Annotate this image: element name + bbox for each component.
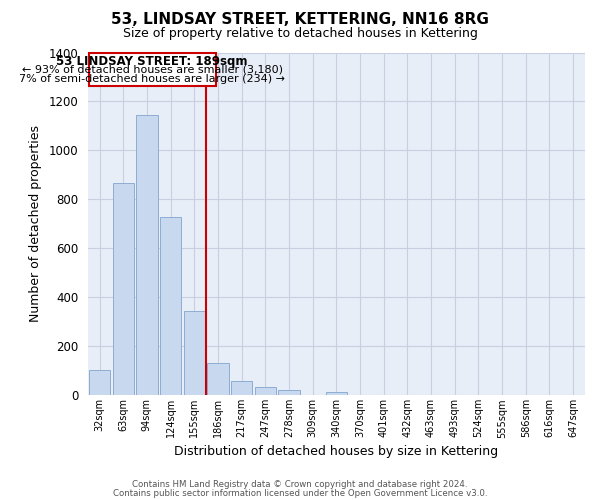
Text: ← 93% of detached houses are smaller (3,180): ← 93% of detached houses are smaller (3,… — [22, 64, 283, 74]
FancyBboxPatch shape — [89, 52, 215, 86]
Text: 7% of semi-detached houses are larger (234) →: 7% of semi-detached houses are larger (2… — [19, 74, 285, 84]
Text: Size of property relative to detached houses in Kettering: Size of property relative to detached ho… — [122, 28, 478, 40]
Bar — [89, 370, 110, 396]
Text: 53 LINDSAY STREET: 189sqm: 53 LINDSAY STREET: 189sqm — [56, 55, 248, 68]
Text: Contains HM Land Registry data © Crown copyright and database right 2024.: Contains HM Land Registry data © Crown c… — [132, 480, 468, 489]
Y-axis label: Number of detached properties: Number of detached properties — [29, 126, 42, 322]
Bar — [326, 392, 347, 396]
Bar — [113, 184, 134, 396]
Bar — [231, 380, 252, 396]
Bar — [207, 364, 229, 396]
X-axis label: Distribution of detached houses by size in Kettering: Distribution of detached houses by size … — [174, 444, 499, 458]
Bar — [254, 388, 276, 396]
Text: Contains public sector information licensed under the Open Government Licence v3: Contains public sector information licen… — [113, 489, 487, 498]
Bar — [184, 311, 205, 396]
Bar — [136, 115, 158, 396]
Bar — [278, 390, 299, 396]
Bar — [160, 216, 181, 396]
Text: 53, LINDSAY STREET, KETTERING, NN16 8RG: 53, LINDSAY STREET, KETTERING, NN16 8RG — [111, 12, 489, 28]
